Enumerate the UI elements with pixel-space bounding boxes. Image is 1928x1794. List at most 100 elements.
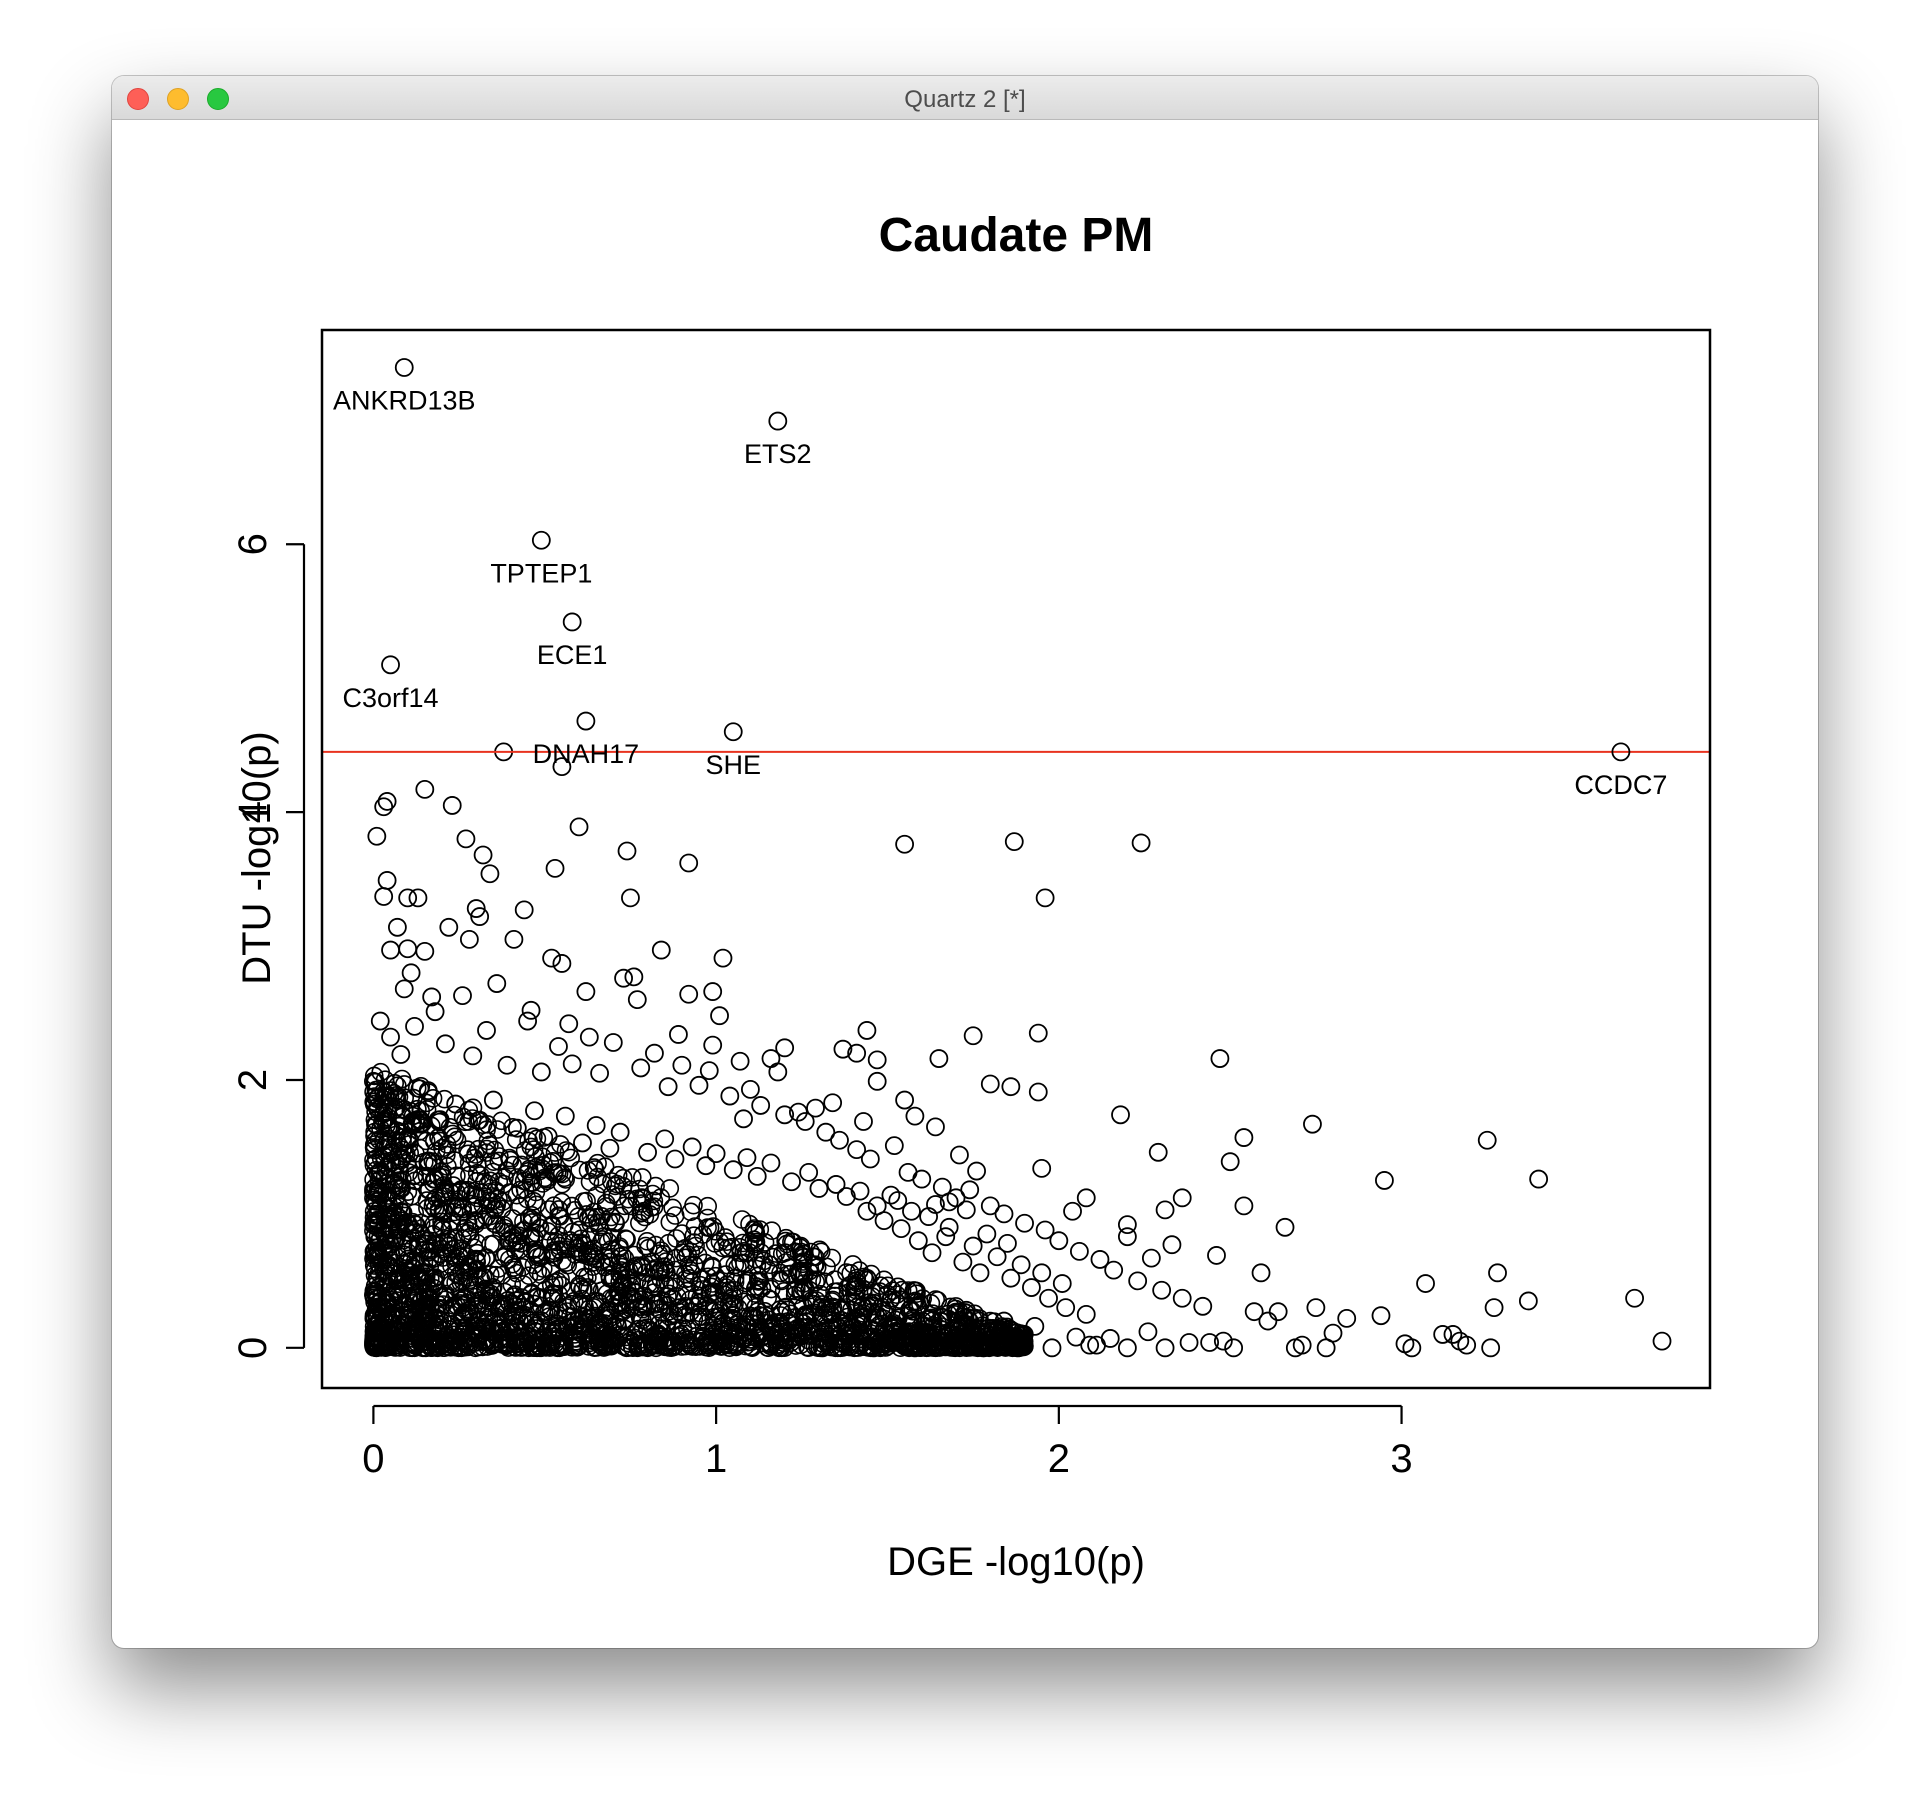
data-point — [544, 1196, 564, 1215]
data-point — [399, 1233, 418, 1252]
data-point — [391, 1045, 411, 1064]
point-label: TPTEP1 — [490, 558, 592, 588]
data-point — [1076, 1188, 1096, 1208]
data-point — [565, 1201, 584, 1220]
data-point — [830, 1332, 850, 1352]
data-point — [446, 1094, 466, 1114]
data-point — [815, 1272, 834, 1291]
data-point — [610, 1122, 630, 1142]
chart-title: Caudate PM — [879, 209, 1154, 262]
data-point — [788, 1102, 808, 1122]
data-point — [963, 1236, 983, 1256]
data-point — [1224, 1338, 1244, 1358]
data-point — [821, 1305, 840, 1325]
data-point — [470, 907, 490, 926]
data-point — [902, 1201, 921, 1221]
data-point — [669, 1025, 688, 1044]
point-label: DNAH17 — [533, 739, 640, 769]
data-point — [915, 1334, 935, 1354]
data-point — [630, 1308, 650, 1327]
data-point — [545, 1163, 564, 1182]
data-point — [444, 1332, 463, 1351]
data-point — [367, 1211, 386, 1231]
data-point — [850, 1181, 870, 1201]
data-point — [987, 1247, 1007, 1267]
y-tick-label: 0 — [231, 1337, 275, 1359]
data-point — [1056, 1298, 1076, 1318]
data-point — [437, 1243, 456, 1262]
data-point — [812, 1338, 832, 1358]
data-point — [903, 1293, 923, 1312]
data-point — [776, 1253, 796, 1272]
labeled-point — [531, 530, 551, 550]
data-point — [531, 1265, 551, 1285]
data-point — [1042, 1338, 1062, 1358]
data-point — [823, 1302, 843, 1322]
data-point — [996, 1325, 1015, 1344]
data-point — [393, 1315, 413, 1334]
data-point — [368, 1270, 388, 1289]
point-label: SHE — [705, 750, 761, 780]
data-point — [415, 942, 435, 961]
data-point — [364, 1256, 384, 1275]
data-point — [1080, 1335, 1100, 1355]
data-point — [447, 1199, 467, 1218]
data-point — [463, 1046, 483, 1066]
data-point — [364, 1331, 383, 1350]
title-bar[interactable]: Quartz 2 [*] — [112, 76, 1818, 120]
data-point — [366, 1102, 385, 1122]
data-point — [481, 1284, 501, 1304]
data-point — [531, 1338, 551, 1358]
data-point — [898, 1306, 918, 1326]
data-point — [747, 1167, 767, 1186]
data-point — [506, 1130, 526, 1149]
data-point — [393, 1170, 412, 1190]
data-point — [737, 1148, 757, 1168]
data-point — [549, 1200, 569, 1219]
data-point — [1001, 1268, 1021, 1288]
x-tick-label: 0 — [362, 1437, 384, 1481]
data-point — [610, 1206, 630, 1226]
close-icon[interactable] — [127, 88, 149, 110]
data-point — [1457, 1335, 1477, 1355]
data-point — [569, 817, 589, 837]
plot-window: Quartz 2 [*] Caudate PM ANKRD13B ETS2 TPTE… — [112, 76, 1818, 1648]
data-point — [592, 1332, 612, 1352]
data-point — [527, 1287, 547, 1307]
data-point — [895, 834, 915, 854]
data-point — [655, 1129, 675, 1149]
data-point — [805, 1247, 825, 1267]
data-point — [1076, 1304, 1096, 1324]
data-point — [535, 1168, 555, 1188]
data-point — [398, 939, 418, 959]
data-point — [1148, 1142, 1168, 1162]
data-point — [727, 1336, 746, 1356]
data-point — [387, 917, 407, 937]
data-point — [731, 1243, 751, 1263]
data-point — [411, 1113, 431, 1133]
minimize-icon[interactable] — [167, 88, 189, 110]
data-point — [1032, 1263, 1052, 1283]
data-point — [1375, 1171, 1394, 1190]
zoom-icon[interactable] — [207, 88, 229, 110]
data-point — [487, 974, 507, 993]
data-point — [891, 1219, 911, 1239]
data-point — [574, 1236, 594, 1255]
data-point — [1035, 888, 1055, 908]
data-point — [570, 1258, 590, 1277]
data-point — [967, 1161, 986, 1181]
data-point — [860, 1149, 880, 1169]
data-point — [792, 1246, 812, 1266]
data-point — [414, 1301, 433, 1321]
data-point — [806, 1272, 826, 1292]
data-point — [677, 1281, 697, 1301]
data-point — [1011, 1255, 1031, 1275]
data-point — [440, 1182, 460, 1201]
data-point — [494, 1297, 514, 1317]
data-point — [950, 1145, 969, 1165]
data-point — [426, 1268, 446, 1287]
data-point — [690, 1293, 710, 1313]
data-point — [676, 1307, 696, 1327]
data-point — [651, 940, 671, 960]
data-point — [378, 1157, 397, 1177]
